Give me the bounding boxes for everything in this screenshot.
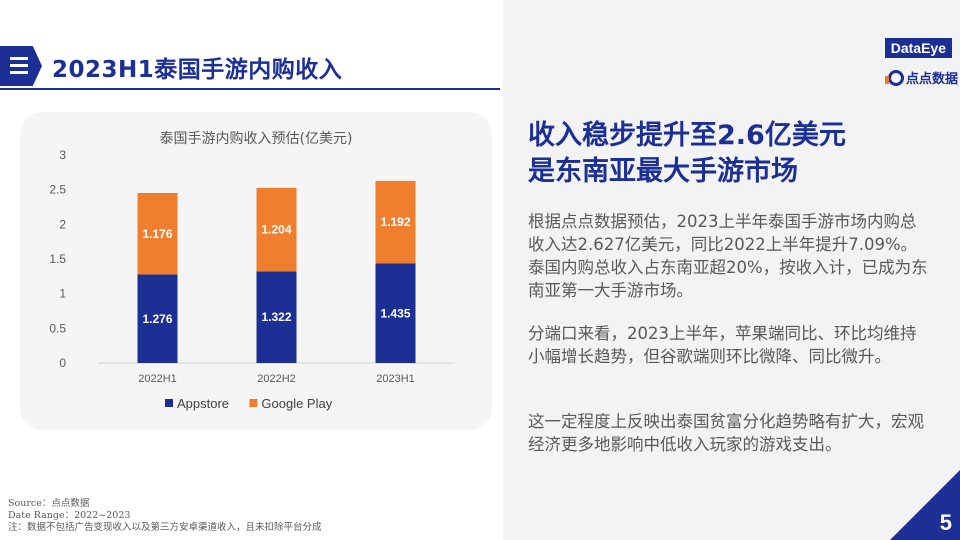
bar-segment-appstore	[256, 271, 297, 363]
bar-segment-google-play	[256, 187, 297, 272]
legend-label: Appstore	[177, 396, 229, 411]
title-divider	[0, 88, 500, 90]
x-tick-label: 2022H1	[138, 373, 177, 385]
headline-line-2: 是东南亚最大手游市场	[528, 156, 798, 187]
y-tick-label: 2.5	[49, 183, 66, 197]
paragraph-platforms: 分端口来看，2023上半年，苹果端同比、环比均维持小幅增长趋势，但谷歌端则环比微…	[528, 324, 917, 366]
title-badge	[0, 46, 42, 86]
sub-brand-logo: 点点数据	[884, 68, 958, 87]
data-label: 1.276	[142, 312, 172, 326]
chart-card: 0 0.5 1 1.5 2 2.5 3 1.276 1.176 2022H1 1.322 1.204 2…	[20, 112, 492, 430]
page-title: 2023H1泰国手游内购收入	[52, 57, 343, 83]
data-label: 1.176	[142, 227, 172, 241]
data-label: 1.435	[380, 306, 410, 320]
sub-brand-text: 点点数据	[905, 72, 958, 87]
menu-icon	[10, 57, 28, 78]
legend-swatch	[165, 399, 173, 407]
legend-swatch	[249, 399, 258, 407]
paragraph-conclusion: 这一定程度上反映出泰国贫富分化趋势略有扩大，宏观经济更多地影响中低收入玩家的游戏…	[528, 412, 924, 454]
y-tick-label: 0.5	[49, 321, 66, 335]
headline-line-1: 收入稳步提升至2.6亿美元	[528, 120, 846, 151]
bar-segment-appstore	[137, 274, 178, 363]
headline: 收入稳步提升至2.6亿美元 是东南亚最大手游市场	[528, 118, 948, 190]
footnotes: Source：点点数据 Date Range：2022~2023 注：数据不包括…	[8, 498, 322, 534]
page-number: 5	[939, 510, 952, 535]
y-tick-label: 1	[59, 287, 66, 301]
y-tick-label: 0	[59, 356, 66, 370]
right-panel	[503, 0, 960, 540]
paragraph-summary: 根据点点数据预估，2023上半年泰国手游市场内购总收入达2.627亿美元，同比2…	[528, 212, 928, 300]
date-range-note: Date Range：2022~2023	[8, 510, 131, 521]
data-label: 1.322	[261, 310, 291, 324]
x-tick-label: 2023H1	[376, 373, 415, 385]
disclaimer-note: 注：数据不包括广告变现收入以及第三方安卓渠道收入，且未扣除平台分成	[8, 522, 322, 533]
bar-segment-appstore	[375, 263, 416, 363]
brand-logo: DataEye	[884, 38, 952, 58]
bar-segment-google-play	[137, 192, 178, 275]
legend-label: Google Play	[261, 396, 332, 411]
bar-segment-google-play	[375, 180, 416, 264]
data-label: 1.204	[261, 223, 291, 237]
y-tick-label: 1.5	[49, 252, 66, 266]
x-tick-label: 2022H2	[257, 373, 296, 385]
y-tick-label: 3	[59, 148, 66, 162]
chart-title: 泰国手游内购收入预估(亿美元)	[159, 131, 353, 147]
sub-brand-icon	[884, 69, 904, 86]
y-tick-label: 2	[59, 217, 66, 231]
data-label: 1.192	[380, 215, 410, 229]
stacked-bar-chart: 0 0.5 1 1.5 2 2.5 3 1.276 1.176 2022H1 1.322 1.204 2…	[49, 148, 455, 411]
source-note: Source：点点数据	[8, 498, 90, 509]
